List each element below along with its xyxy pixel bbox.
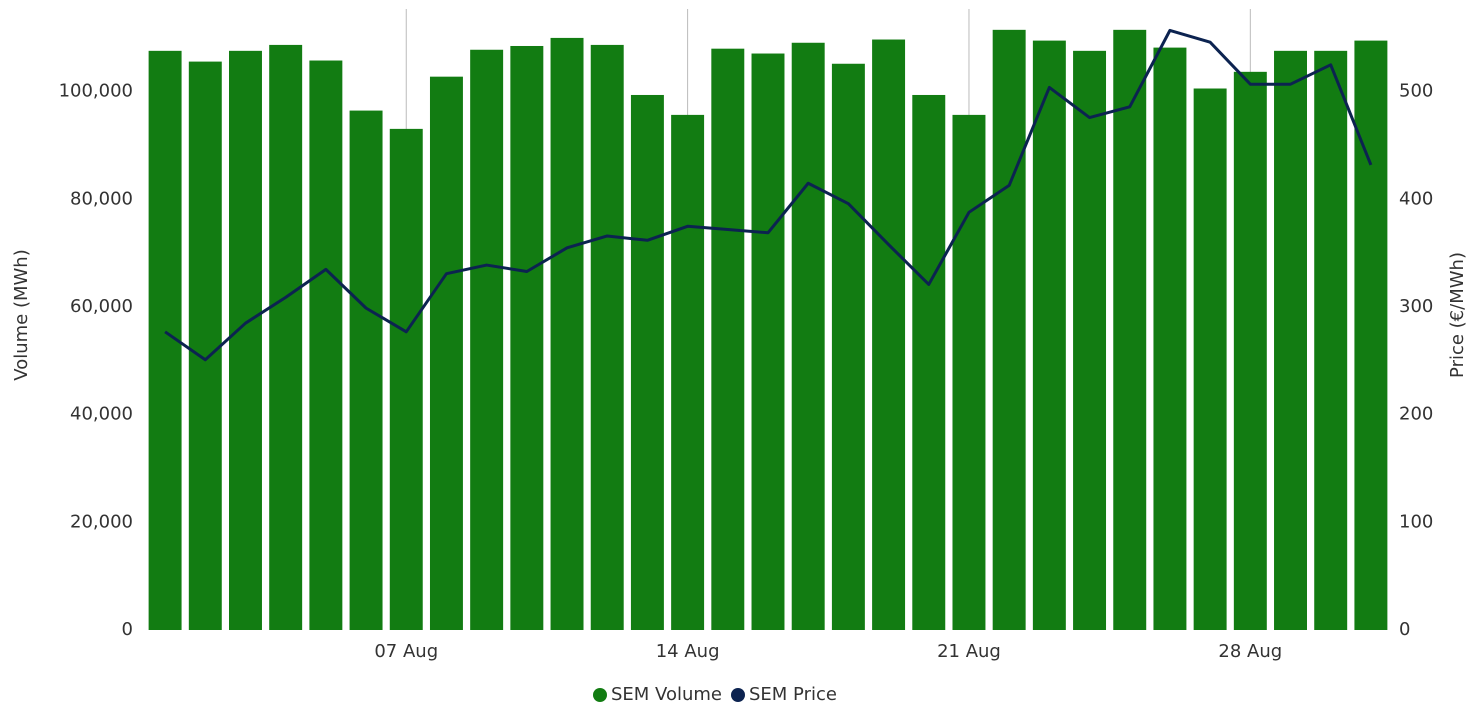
y-tick-label: 0 [122,619,133,640]
y-tick-label: 60,000 [70,296,133,317]
legend-marker [731,688,745,702]
y2-tick-label: 300 [1399,296,1433,317]
bar [470,49,504,631]
bar [1314,50,1348,631]
y-tick-label: 40,000 [70,404,133,425]
bar [1032,40,1066,630]
bar [952,114,986,631]
bar [912,94,946,631]
bar [550,37,584,631]
bar [992,29,1026,631]
x-tick-label: 14 Aug [656,641,720,662]
y-tick-label: 100,000 [59,81,133,102]
y-axis-title: Volume (MWh) [11,249,32,380]
bar [269,44,303,630]
x-tick-label: 07 Aug [374,641,438,662]
legend-label: SEM Volume [611,684,722,705]
line [164,28,1373,362]
bar [510,45,544,631]
y2-tick-label: 400 [1399,188,1433,209]
y2-tick-label: 100 [1399,511,1433,532]
bar [188,61,222,631]
bar [1233,71,1267,630]
bar [1113,29,1147,631]
bar [1153,47,1187,630]
bar [1193,88,1227,630]
legend-label: SEM Price [749,684,837,705]
legend-marker [593,688,607,702]
bar [791,42,825,631]
bar [671,114,705,631]
bar [872,39,906,630]
bar [831,63,865,630]
bar [1274,50,1307,631]
y2-tick-label: 200 [1399,404,1433,425]
bar [309,60,343,630]
bar [1073,50,1107,631]
bar [630,94,664,631]
y2-axis-title: Price (€/MWh) [1447,252,1468,378]
bar [389,128,423,630]
bar [349,110,383,631]
bar [429,76,463,630]
bar [229,50,262,631]
y2-tick-label: 0 [1399,619,1410,640]
bar [590,44,624,630]
bar [711,48,745,630]
x-tick-label: 28 Aug [1218,641,1282,662]
y-tick-label: 20,000 [70,511,133,532]
y-tick-label: 80,000 [70,188,133,209]
y2-tick-label: 500 [1399,81,1433,102]
bar [751,53,785,631]
bar [1354,40,1388,630]
x-tick-label: 21 Aug [937,641,1001,662]
